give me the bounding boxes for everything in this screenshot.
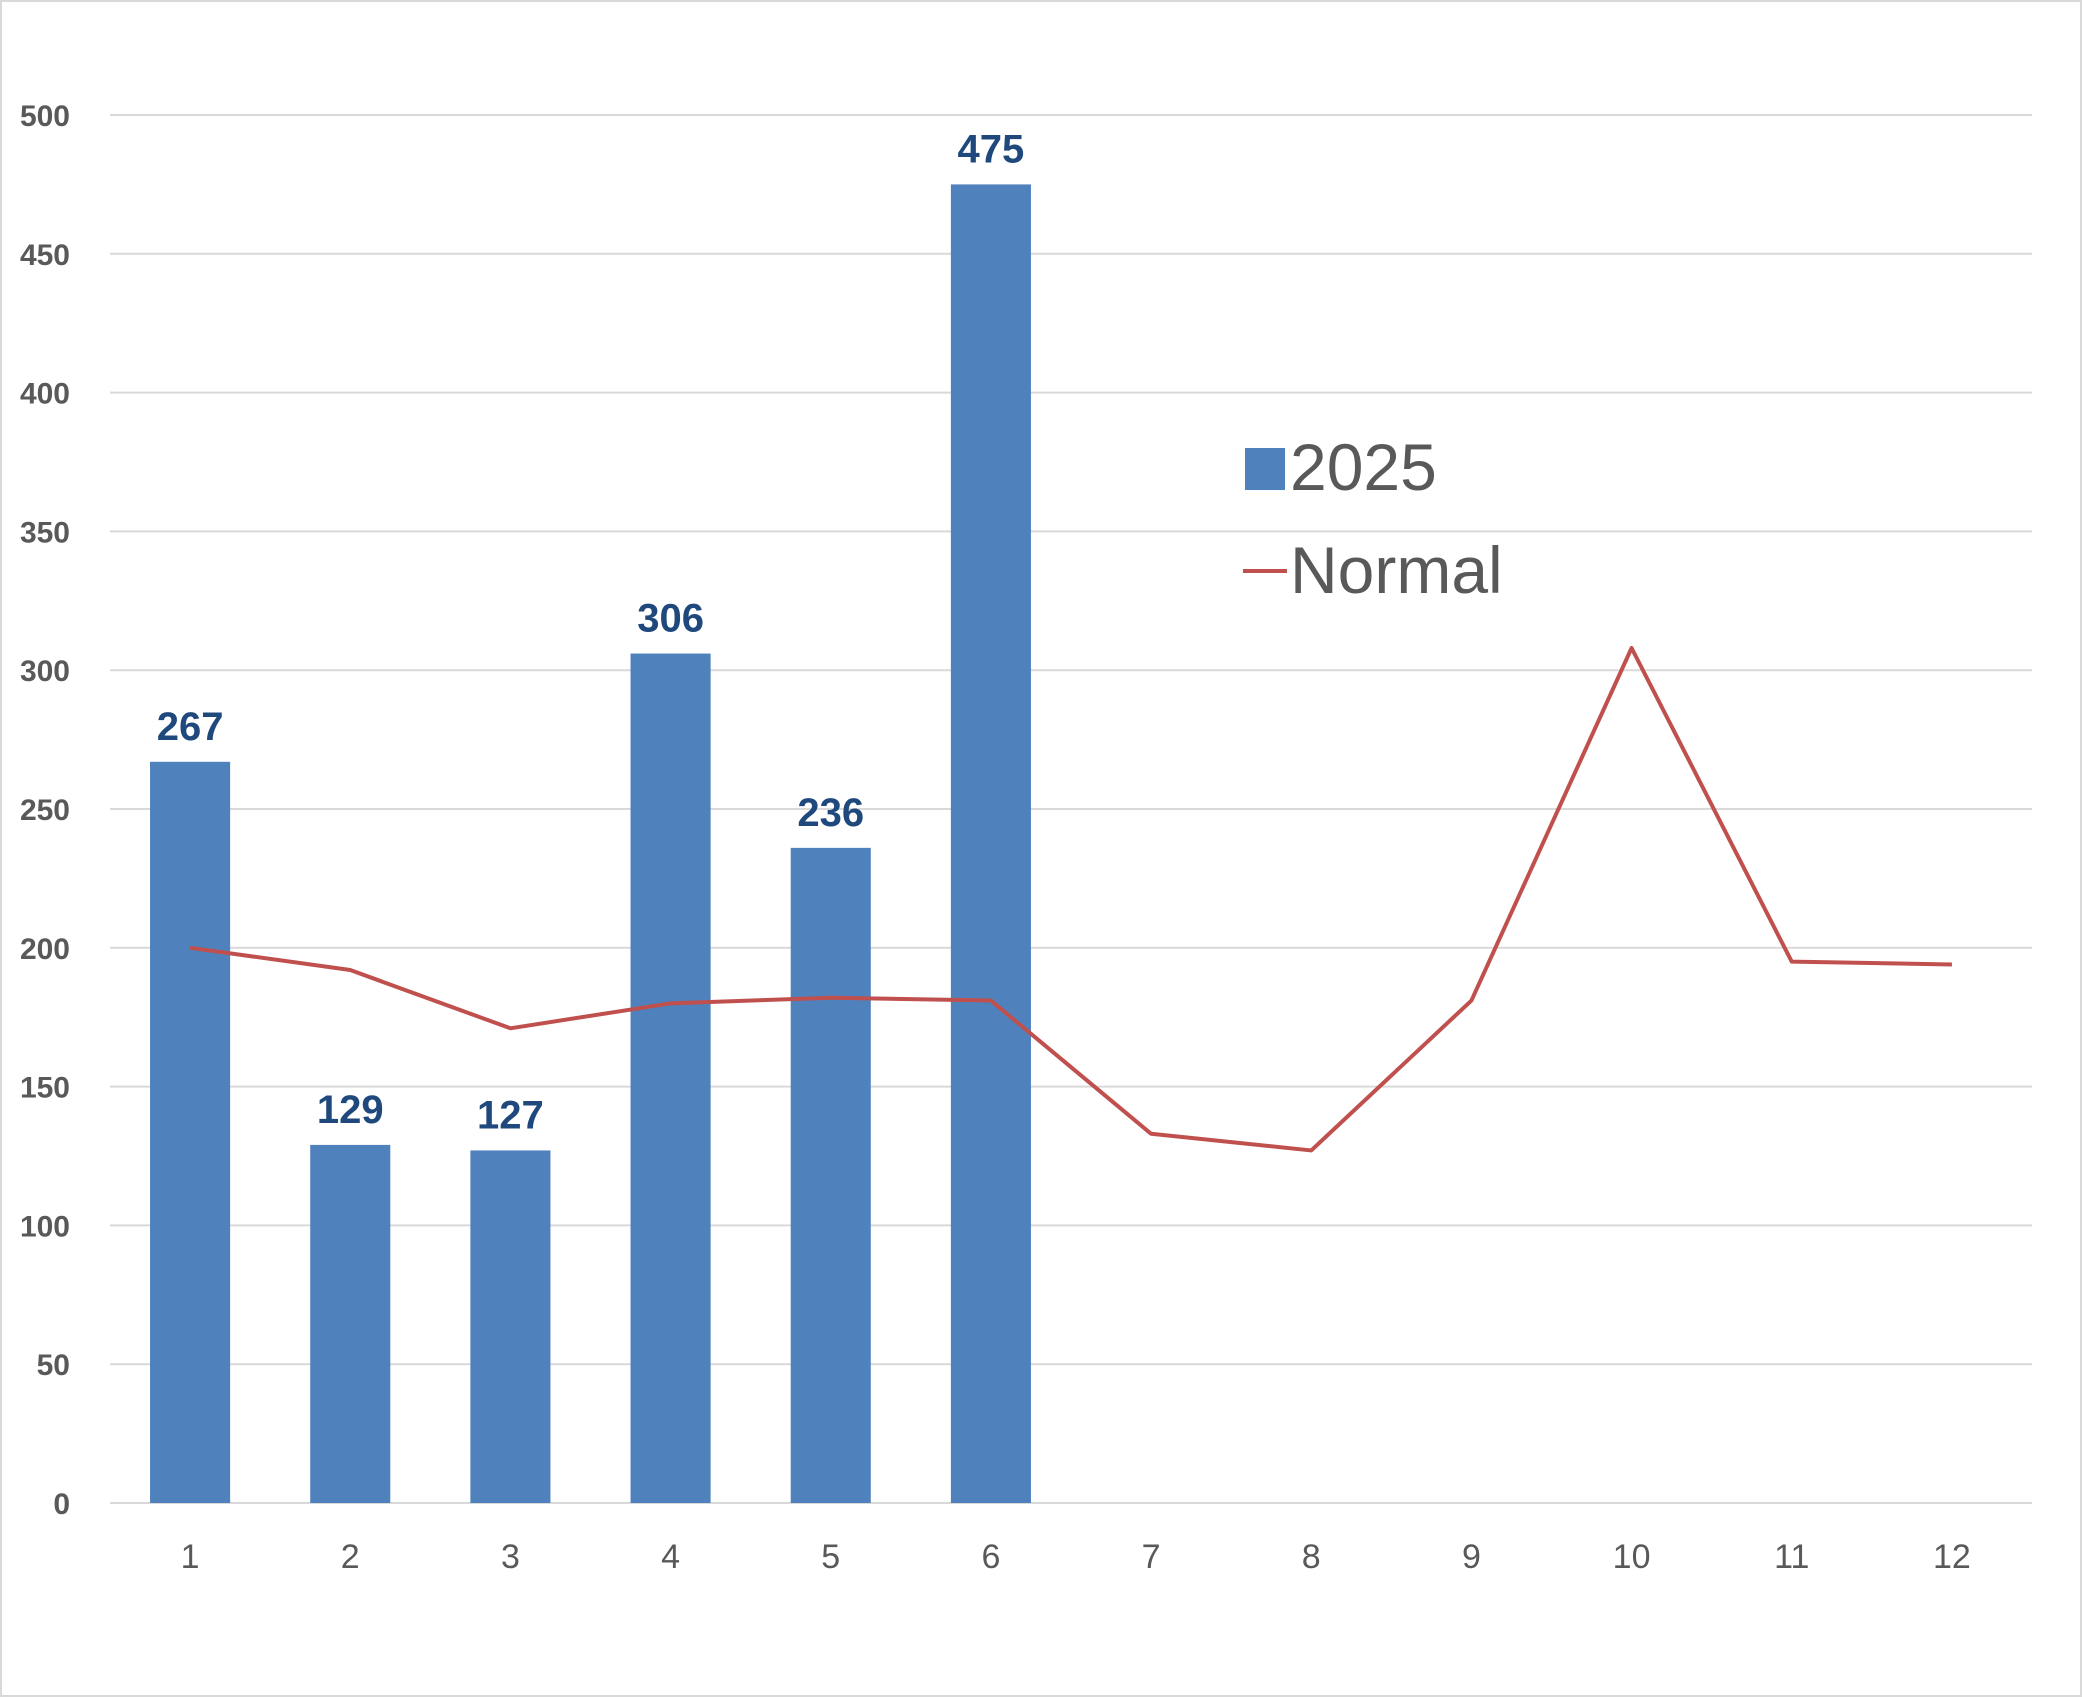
legend-swatch-2025: [1245, 448, 1285, 490]
x-tick-label: 4: [661, 1538, 680, 1576]
bar-data-label: 306: [637, 597, 704, 641]
x-tick-label: 11: [1774, 1538, 1809, 1576]
y-tick-label: 300: [20, 655, 70, 688]
y-tick-label: 150: [20, 1072, 70, 1105]
x-tick-label: 7: [1142, 1538, 1161, 1576]
legend-label-2025: 2025: [1290, 430, 1437, 504]
x-axis-ticks: 1 2 3 4 5 6 7 8 9 10 11 12: [181, 1538, 1971, 1576]
y-tick-label: 450: [20, 239, 70, 272]
bar: [470, 1150, 551, 1503]
y-tick-label: 500: [20, 100, 70, 133]
bar: [150, 761, 231, 1503]
y-tick-label: 50: [37, 1349, 70, 1382]
x-tick-label: 10: [1613, 1538, 1651, 1576]
bar-data-label: 129: [317, 1088, 384, 1132]
bar-data-label: 127: [477, 1093, 544, 1137]
bar: [310, 1144, 391, 1503]
bar-series-2025: [150, 184, 1031, 1503]
legend: 2025 Normal: [1243, 430, 1503, 607]
line-normal: [189, 645, 1952, 1153]
legend-label-normal: Normal: [1290, 533, 1503, 607]
bar: [630, 653, 711, 1503]
line-series-normal: [189, 645, 1952, 1153]
y-tick-label: 400: [20, 378, 70, 411]
y-axis-ticks: 0 50 100 150 200 250 300 350 400 450 500: [20, 100, 70, 1521]
bar: [790, 847, 871, 1503]
y-tick-label: 250: [20, 794, 70, 827]
x-tick-label: 12: [1933, 1538, 1971, 1576]
x-tick-label: 5: [821, 1538, 840, 1576]
bar: [950, 184, 1031, 1503]
y-tick-label: 100: [20, 1210, 70, 1243]
y-tick-label: 350: [20, 516, 70, 549]
data-labels: 267 129 127 306 236 475: [157, 127, 1025, 1137]
bar-data-label: 236: [797, 791, 864, 835]
x-tick-label: 1: [181, 1538, 200, 1576]
x-tick-label: 9: [1462, 1538, 1481, 1576]
bar-data-label: 475: [958, 127, 1025, 171]
y-tick-label: 0: [53, 1488, 70, 1521]
x-tick-label: 3: [501, 1538, 520, 1576]
bar-data-label: 267: [157, 705, 224, 749]
y-tick-label: 200: [20, 933, 70, 966]
x-tick-label: 8: [1302, 1538, 1321, 1576]
x-tick-label: 6: [981, 1538, 1000, 1576]
x-tick-label: 2: [341, 1538, 360, 1576]
